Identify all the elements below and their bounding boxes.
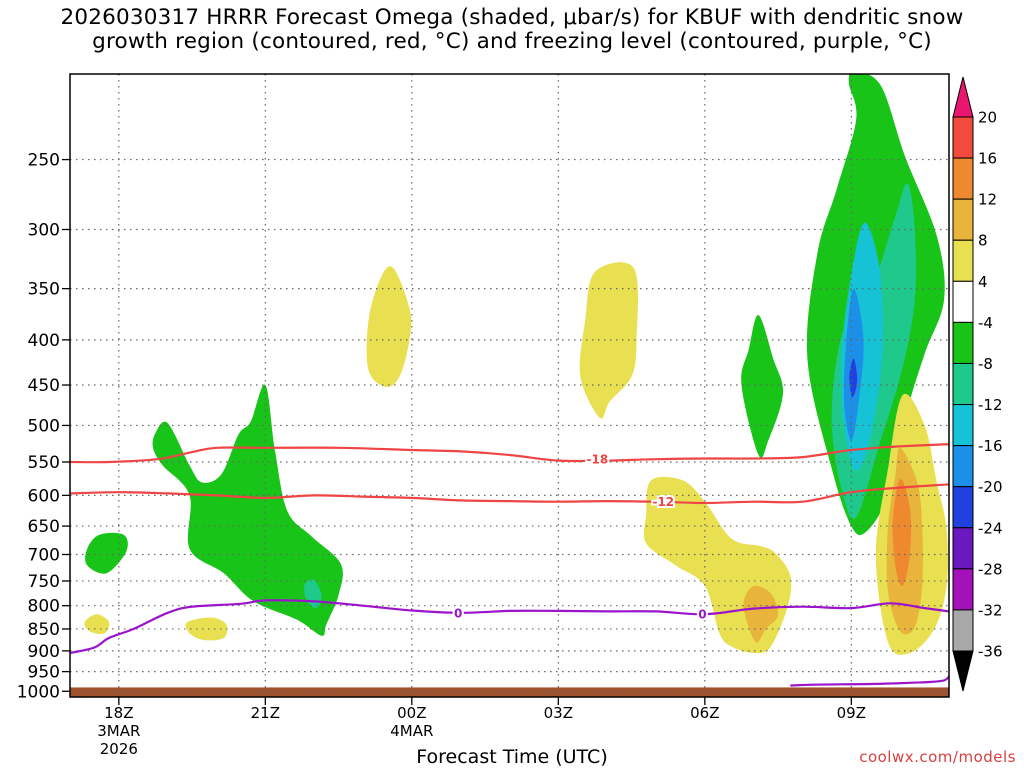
y-tick-label: 900 <box>28 642 60 662</box>
y-tick-label: 500 <box>28 416 60 436</box>
colorbar-bottom-arrow <box>952 650 974 692</box>
colorbar-label: -32 <box>978 601 1003 619</box>
x-tick-date: 4MAR <box>390 722 433 740</box>
y-tick-label: 700 <box>28 545 60 565</box>
colorbar-swatch <box>952 404 974 447</box>
omega-region-4 <box>185 617 228 641</box>
colorbar: 20 16 12 8 4 -4 -8 -12 -16 -20 -24 -28 -32 -36 <box>952 76 1003 692</box>
omega-shading <box>84 74 948 655</box>
y-tick-label: 250 <box>28 151 60 171</box>
colorbar-label: -8 <box>978 355 993 373</box>
y-tick-label: 1000 <box>17 682 60 702</box>
colorbar-swatch <box>952 116 974 159</box>
colorbar-label: -12 <box>978 396 1003 414</box>
freezing-level-low-contour <box>790 675 949 687</box>
y-tick-label: 300 <box>28 221 60 241</box>
x-tick-label: 21Z <box>251 704 280 722</box>
y-tick-label: 450 <box>28 376 60 396</box>
y-tick-label: 350 <box>28 280 60 300</box>
chart-title: 2026030317 HRRR Forecast Omega (shaded, … <box>0 6 1024 54</box>
colorbar-swatch <box>952 280 974 323</box>
contour-label: 0 <box>698 608 706 622</box>
y-tick-label: 800 <box>28 597 60 617</box>
omega-region-8 <box>743 585 779 643</box>
colorbar-label: 20 <box>978 109 997 127</box>
colorbar-swatch <box>952 239 974 282</box>
colorbar-swatch <box>952 198 974 241</box>
colorbar-swatch <box>952 609 974 652</box>
terrain-fill <box>70 687 949 697</box>
colorbar-label: -16 <box>978 437 1003 455</box>
y-tick-label: 850 <box>28 620 60 640</box>
x-axis-title: Forecast Time (UTC) <box>416 746 608 768</box>
colorbar-swatch <box>952 486 974 529</box>
x-tick-label: 06Z <box>690 704 719 722</box>
colorbar-label: -24 <box>978 519 1003 537</box>
credit-text: coolwx.com/models <box>859 748 1016 766</box>
x-tick-label: 18Z <box>104 704 133 722</box>
omega-region-4 <box>84 614 110 634</box>
grid-lines <box>70 74 949 697</box>
colorbar-label: -36 <box>978 643 1003 661</box>
omega-region-12 <box>892 478 912 587</box>
colorbar-label: -4 <box>978 314 993 332</box>
contour-label: -18 <box>587 453 609 467</box>
y-tick-label: 600 <box>28 486 60 506</box>
y-tick-label: 950 <box>28 663 60 683</box>
terrain-layer <box>70 687 949 697</box>
y-tick-label: 650 <box>28 517 60 537</box>
colorbar-swatch <box>952 445 974 488</box>
y-tick-label: 550 <box>28 453 60 473</box>
y-tick-label: 750 <box>28 572 60 592</box>
colorbar-label: 12 <box>978 191 997 209</box>
omega-region--8 <box>85 532 128 574</box>
freezing-level-contour <box>70 599 949 655</box>
colorbar-top-arrow <box>952 76 974 118</box>
x-tick-year: 2026 <box>100 740 138 758</box>
y-axis: 2503003504004505005506006507007508008509… <box>17 151 70 702</box>
colorbar-swatch <box>952 362 974 406</box>
colorbar-label: -20 <box>978 478 1003 496</box>
omega-region--8 <box>152 384 343 636</box>
colorbar-label: -28 <box>978 560 1003 578</box>
colorbar-label: 8 <box>978 232 988 250</box>
colorbar-label: 4 <box>978 273 988 291</box>
contour-label: -12 <box>652 495 674 509</box>
colorbar-label: 16 <box>978 150 997 168</box>
dendritic-snow-growth-contour <box>70 483 949 505</box>
x-tick-label: 09Z <box>837 704 866 722</box>
contour-labels: -18 -12 0 0 <box>452 451 709 624</box>
colorbar-swatch <box>952 568 974 611</box>
dendritic-snow-growth-contour <box>70 443 949 464</box>
colorbar-swatch <box>952 321 974 364</box>
title-line-1: 2026030317 HRRR Forecast Omega (shaded, … <box>60 5 964 30</box>
colorbar-swatch <box>952 157 974 200</box>
x-tick-label: 03Z <box>544 704 573 722</box>
contour-label: 0 <box>454 606 462 620</box>
omega-region-4 <box>579 262 639 419</box>
x-tick-date: 3MAR <box>97 722 140 740</box>
omega-region-4 <box>366 266 412 388</box>
omega-region--8 <box>741 315 784 459</box>
y-tick-label: 400 <box>28 331 60 351</box>
colorbar-swatch <box>952 527 974 570</box>
contour-lines <box>70 443 949 687</box>
x-tick-label: 00Z <box>397 704 426 722</box>
title-line-2: growth region (contoured, red, °C) and f… <box>92 29 932 54</box>
